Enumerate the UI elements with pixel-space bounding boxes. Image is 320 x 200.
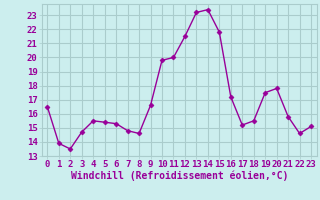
X-axis label: Windchill (Refroidissement éolien,°C): Windchill (Refroidissement éolien,°C) <box>70 171 288 181</box>
